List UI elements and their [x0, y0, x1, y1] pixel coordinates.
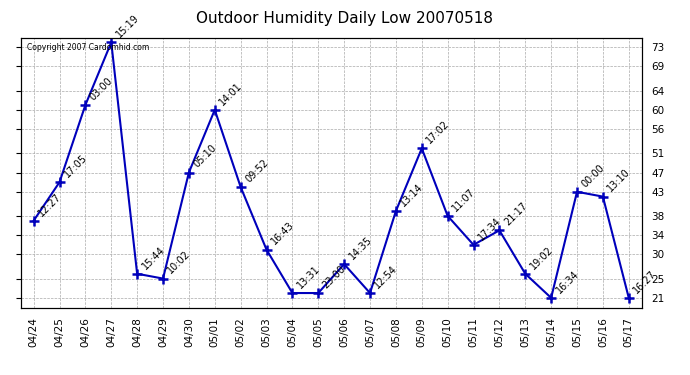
Text: 05:10: 05:10: [192, 143, 219, 170]
Text: 16:43: 16:43: [269, 220, 296, 247]
Text: 17:02: 17:02: [424, 119, 451, 146]
Text: 16:27: 16:27: [631, 268, 658, 295]
Text: 11:07: 11:07: [451, 186, 477, 213]
Text: 03:00: 03:00: [88, 75, 115, 102]
Text: 15:44: 15:44: [140, 244, 167, 271]
Text: 13:10: 13:10: [606, 167, 632, 194]
Text: 13:31: 13:31: [295, 264, 322, 290]
Text: 21:17: 21:17: [502, 201, 529, 228]
Text: 12:27: 12:27: [37, 191, 63, 218]
Text: 14:35: 14:35: [347, 234, 374, 261]
Text: 09:52: 09:52: [244, 158, 270, 184]
Text: Outdoor Humidity Daily Low 20070518: Outdoor Humidity Daily Low 20070518: [197, 11, 493, 26]
Text: 14:01: 14:01: [217, 80, 244, 107]
Text: 23:00: 23:00: [321, 264, 348, 290]
Text: Copyright 2007 Cardomhid.com: Copyright 2007 Cardomhid.com: [27, 43, 149, 52]
Text: 00:00: 00:00: [580, 162, 607, 189]
Text: 17:34: 17:34: [476, 215, 503, 242]
Text: 15:19: 15:19: [114, 13, 141, 39]
Text: 17:05: 17:05: [62, 153, 89, 179]
Text: 13:14: 13:14: [399, 182, 425, 208]
Text: 19:02: 19:02: [528, 244, 555, 271]
Text: 12:54: 12:54: [373, 263, 400, 290]
Text: 10:02: 10:02: [166, 249, 193, 276]
Text: 16:34: 16:34: [554, 268, 580, 295]
